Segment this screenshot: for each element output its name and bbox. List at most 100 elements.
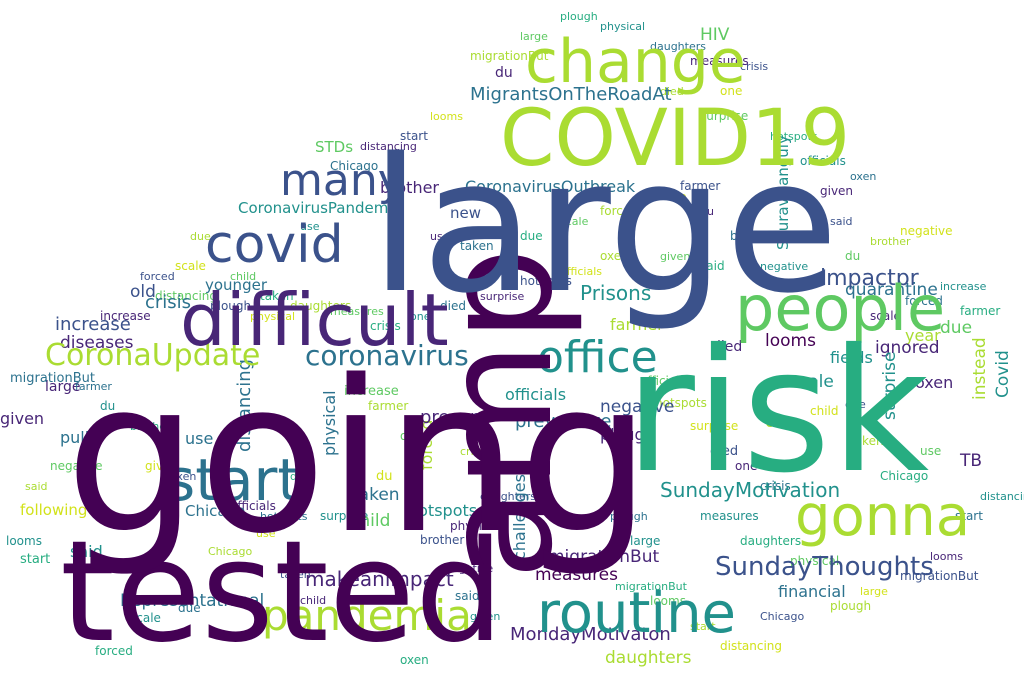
word-small: hotspots: [655, 396, 707, 410]
word-small: Chicago: [880, 469, 928, 483]
word-small: negative: [50, 459, 102, 473]
word-du: du: [495, 65, 513, 81]
word-small: negative: [445, 562, 493, 575]
word-covid19: COVID19: [500, 94, 850, 184]
word-small: physical: [600, 20, 645, 33]
word-small: brother: [730, 229, 774, 243]
word-small: forced: [95, 644, 133, 658]
word-small: taken: [260, 289, 294, 303]
word-small: daughters: [480, 490, 536, 503]
word-small: measures: [490, 459, 549, 473]
word-plough: plough: [600, 425, 655, 444]
word-looms: looms: [765, 331, 816, 351]
word-covid: Covid: [993, 350, 1013, 398]
word-small: increase: [344, 384, 399, 399]
word-small: surprise: [480, 290, 525, 303]
word-small: oxen: [170, 470, 196, 483]
word-going: going: [65, 335, 652, 580]
word-small: died: [660, 85, 684, 98]
word-small: scale: [870, 309, 901, 323]
word-tested: tested: [60, 511, 504, 674]
word-coronavirus: coronavirus: [305, 339, 469, 372]
word-small: oxen: [600, 249, 629, 263]
word-small: farmer: [75, 380, 112, 393]
word-coronaviruspandemic: CoronavirusPandemic: [238, 199, 401, 217]
word-covid: covid: [205, 215, 344, 275]
word-small: farmer: [368, 399, 408, 413]
word-small: negative: [760, 260, 808, 273]
word-small: given: [820, 184, 853, 198]
word-hiv: HIV: [700, 25, 730, 45]
word-present: present: [420, 407, 488, 428]
word-small: said: [455, 589, 480, 603]
word-ignored: ignored: [875, 338, 940, 358]
word-small: due: [520, 229, 543, 243]
word-small: measures: [690, 54, 749, 68]
word-prisons: Prisons: [580, 281, 651, 305]
word-one: one: [765, 412, 797, 432]
word-small: physical: [250, 310, 295, 323]
word-small: scale: [560, 215, 589, 228]
word-small: said: [830, 215, 853, 228]
word-small: looms: [430, 110, 463, 123]
word-small: child: [810, 404, 839, 418]
word-new: new: [450, 204, 481, 222]
word-coronaupdate: CoronaUpdate: [45, 338, 260, 373]
word-small: forced: [600, 204, 638, 218]
word-sundaythoughts: SundayThoughts: [715, 552, 934, 582]
word-small: migrationBut: [615, 580, 688, 593]
word-small: died: [440, 299, 466, 313]
word-small: physical: [790, 554, 839, 568]
word-small: du: [100, 399, 115, 413]
word-oxen: oxen: [915, 373, 953, 392]
word-said: said: [70, 542, 103, 561]
word-small: du: [700, 205, 714, 218]
word-souravganguly: SouravGanguly: [774, 135, 792, 250]
word-small: start: [400, 129, 428, 143]
word-small: distancing: [360, 140, 417, 153]
word-small: given: [660, 250, 690, 263]
word-small: plough: [560, 10, 598, 23]
word-surprise: surprise: [880, 352, 900, 420]
word-small: given: [470, 610, 500, 623]
word-small: given: [145, 459, 178, 473]
word-small: brother: [870, 235, 911, 248]
word-makeanimpact: makeanimpact: [305, 567, 454, 591]
word-child: child: [350, 511, 390, 531]
word-small: distancing: [980, 490, 1024, 503]
word-small: crisis: [740, 60, 768, 73]
word-migrantsontheroadat: MigrantsOnTheRoadAt: [470, 84, 672, 105]
word-younger: younger: [205, 276, 268, 294]
word-small: scale: [175, 259, 206, 273]
word-crisis: crisis: [145, 292, 191, 313]
word-quarantine: quarantine: [845, 280, 938, 300]
word-died: died: [712, 339, 742, 355]
word-small: oxen: [850, 170, 876, 183]
word-coronavirusoutbreak: CoronavirusOutbreak: [465, 177, 636, 196]
word-small: increase: [640, 190, 687, 203]
word-small: officials: [800, 154, 846, 168]
word-small: scale: [130, 611, 161, 625]
word-small: brother: [420, 533, 464, 547]
word-small: forced: [140, 270, 175, 283]
word-small: increase: [940, 280, 987, 293]
word-small: oxen: [400, 653, 429, 667]
word-small: died: [290, 470, 314, 483]
word-small: one: [400, 429, 422, 443]
word-small: plough: [830, 599, 871, 613]
word-fields: fields: [830, 348, 873, 367]
word-small: farmer: [680, 179, 720, 193]
word-small: migrationBut: [10, 371, 95, 386]
word-small: measures: [700, 509, 759, 523]
word-small: large: [860, 585, 888, 598]
word-brother: brother: [380, 178, 439, 197]
word-hotspots: hotspots: [408, 501, 477, 520]
word-following: following: [20, 501, 87, 519]
word-small: daughters: [740, 534, 801, 548]
word-small: taken: [280, 568, 311, 581]
word-forced: forced: [417, 420, 436, 470]
word-small: large: [630, 534, 660, 548]
word-small: Chicago: [330, 159, 378, 173]
